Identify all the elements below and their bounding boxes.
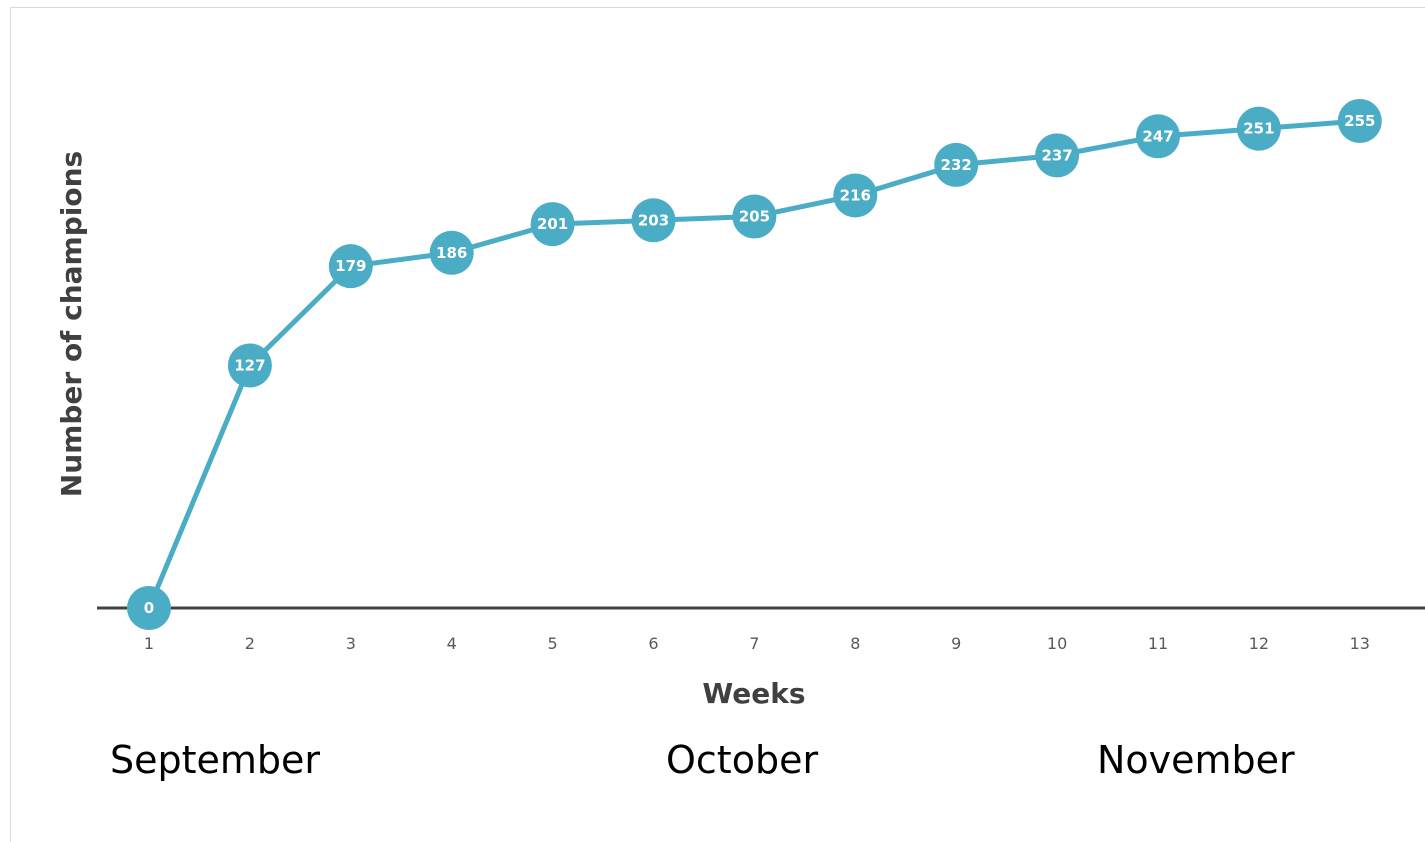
x-tick-label: 11 bbox=[1148, 634, 1168, 653]
x-tick-label: 3 bbox=[346, 634, 356, 653]
data-point bbox=[127, 586, 171, 630]
x-tick-label: 8 bbox=[850, 634, 860, 653]
data-point bbox=[328, 244, 373, 289]
data-label: 205 bbox=[739, 207, 770, 225]
data-point bbox=[1337, 99, 1382, 143]
series-line bbox=[146, 118, 1360, 609]
data-label: 232 bbox=[941, 156, 972, 174]
data-label: 237 bbox=[1041, 146, 1072, 164]
month-label-september: September bbox=[110, 738, 321, 782]
data-point bbox=[1236, 106, 1281, 151]
x-tick-label: 12 bbox=[1249, 634, 1269, 653]
x-tick-label: 6 bbox=[648, 634, 658, 653]
x-tick-label: 2 bbox=[245, 634, 255, 653]
month-label-october: October bbox=[666, 738, 819, 782]
x-tick-label: 1 bbox=[144, 634, 154, 653]
data-label: 201 bbox=[537, 215, 568, 233]
x-tick-label: 4 bbox=[447, 634, 457, 653]
month-label-november: November bbox=[1097, 738, 1295, 782]
x-tick-label: 7 bbox=[749, 634, 759, 653]
data-point bbox=[1035, 133, 1080, 178]
data-label: 216 bbox=[840, 186, 871, 204]
data-point bbox=[833, 173, 878, 218]
data-label: 251 bbox=[1243, 120, 1274, 138]
data-label: 247 bbox=[1142, 127, 1173, 145]
y-axis-title: Number of champions bbox=[55, 151, 88, 497]
chart-frame bbox=[10, 7, 1425, 842]
x-tick-label: 13 bbox=[1350, 634, 1370, 653]
data-point bbox=[530, 202, 575, 247]
data-label: 127 bbox=[234, 356, 265, 374]
data-point bbox=[631, 198, 676, 243]
data-label: 179 bbox=[335, 257, 366, 275]
data-point bbox=[1136, 114, 1180, 159]
x-axis-title: Weeks bbox=[702, 677, 805, 710]
data-label: 0 bbox=[144, 599, 154, 617]
data-label: 255 bbox=[1344, 112, 1375, 130]
data-label: 203 bbox=[638, 211, 669, 229]
x-tick-label: 5 bbox=[548, 634, 558, 653]
x-tick-label: 9 bbox=[951, 634, 961, 653]
data-point bbox=[934, 142, 979, 187]
data-label: 186 bbox=[436, 244, 467, 262]
data-point bbox=[429, 230, 474, 275]
data-point bbox=[227, 343, 272, 388]
x-tick-label: 10 bbox=[1047, 634, 1067, 653]
data-point bbox=[732, 194, 777, 239]
